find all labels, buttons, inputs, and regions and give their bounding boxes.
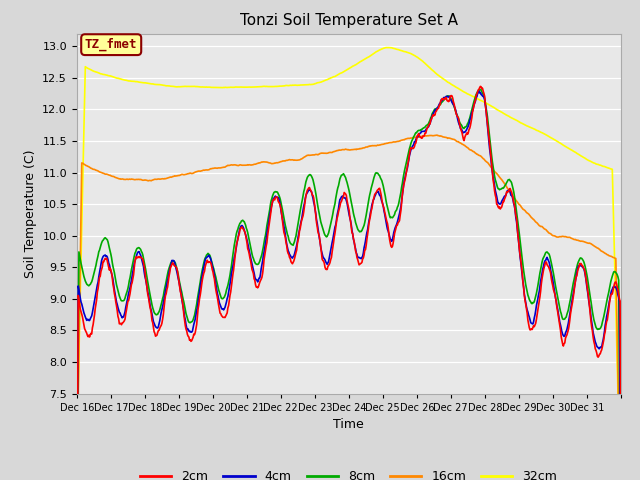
Line: 4cm: 4cm	[77, 91, 621, 480]
Line: 2cm: 2cm	[77, 86, 621, 480]
16cm	[137, 177, 145, 182]
2cm	[617, 441, 625, 447]
32cm	[73, 447, 81, 453]
2cm	[264, 233, 271, 239]
2cm	[405, 156, 413, 162]
8cm	[137, 247, 145, 252]
32cm	[406, 50, 413, 56]
4cm	[237, 224, 244, 229]
4cm	[137, 252, 145, 258]
32cm	[237, 84, 244, 90]
16cm	[264, 159, 271, 165]
2cm	[477, 84, 484, 89]
4cm	[284, 248, 292, 253]
2cm	[435, 102, 443, 108]
8cm	[435, 103, 443, 108]
Title: Tonzi Soil Temperature Set A: Tonzi Soil Temperature Set A	[240, 13, 458, 28]
Y-axis label: Soil Temperature (C): Soil Temperature (C)	[24, 149, 36, 278]
8cm	[237, 220, 244, 226]
4cm	[475, 88, 483, 94]
8cm	[264, 219, 271, 225]
16cm	[433, 132, 441, 138]
8cm	[477, 86, 484, 92]
X-axis label: Time: Time	[333, 418, 364, 431]
32cm	[264, 84, 271, 89]
32cm	[284, 83, 292, 88]
8cm	[284, 233, 292, 239]
2cm	[137, 254, 145, 260]
Line: 8cm: 8cm	[77, 89, 621, 480]
16cm	[405, 135, 413, 141]
4cm	[264, 227, 271, 232]
32cm	[137, 80, 145, 85]
2cm	[284, 251, 292, 256]
32cm	[385, 45, 392, 50]
2cm	[237, 226, 244, 231]
16cm	[436, 133, 444, 139]
Text: TZ_fmet: TZ_fmet	[85, 38, 138, 51]
32cm	[436, 74, 444, 80]
4cm	[405, 157, 413, 163]
4cm	[435, 101, 443, 107]
16cm	[284, 157, 292, 163]
Line: 32cm: 32cm	[77, 48, 621, 480]
Line: 16cm: 16cm	[77, 135, 621, 480]
8cm	[405, 149, 413, 155]
Legend: 2cm, 4cm, 8cm, 16cm, 32cm: 2cm, 4cm, 8cm, 16cm, 32cm	[135, 465, 563, 480]
16cm	[237, 162, 244, 168]
